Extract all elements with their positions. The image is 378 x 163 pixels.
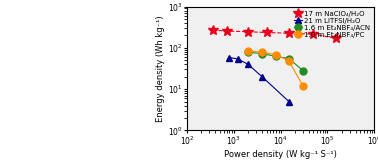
1.6 m Et₄NBF₄/ACN <box>287 58 291 59</box>
X-axis label: Power density (W kg⁻¹ S⁻¹): Power density (W kg⁻¹ S⁻¹) <box>224 150 337 159</box>
1.0 m Et₄NBF₄/PC <box>246 50 250 52</box>
21 m LiTFSI/H₂O <box>287 101 291 103</box>
17 m NaClO₄/H₂O <box>264 31 269 33</box>
1.6 m Et₄NBF₄/ACN <box>246 51 250 53</box>
Line: 1.6 m Et₄NBF₄/ACN: 1.6 m Et₄NBF₄/ACN <box>245 49 307 74</box>
21 m LiTFSI/H₂O <box>260 76 264 78</box>
17 m NaClO₄/H₂O <box>333 37 338 39</box>
17 m NaClO₄/H₂O <box>225 30 229 32</box>
Line: 17 m NaClO₄/H₂O: 17 m NaClO₄/H₂O <box>208 25 341 43</box>
17 m NaClO₄/H₂O <box>287 32 291 34</box>
Legend: 17 m NaClO₄/H₂O, 21 m LiTFSI/H₂O, 1.6 m Et₄NBF₄/ACN, 1.0 m Et₄NBF₄/PC: 17 m NaClO₄/H₂O, 21 m LiTFSI/H₂O, 1.6 m … <box>293 10 371 38</box>
17 m NaClO₄/H₂O <box>210 29 215 31</box>
Y-axis label: Energy density (Wh kg⁻¹): Energy density (Wh kg⁻¹) <box>156 15 165 122</box>
Line: 1.0 m Et₄NBF₄/PC: 1.0 m Et₄NBF₄/PC <box>245 47 307 89</box>
1.0 m Et₄NBF₄/PC <box>274 54 279 56</box>
21 m LiTFSI/H₂O <box>246 63 250 65</box>
1.0 m Et₄NBF₄/PC <box>287 60 291 62</box>
21 m LiTFSI/H₂O <box>227 57 232 59</box>
1.6 m Et₄NBF₄/ACN <box>301 70 305 72</box>
1.6 m Et₄NBF₄/ACN <box>260 53 264 55</box>
21 m LiTFSI/H₂O <box>235 58 240 60</box>
17 m NaClO₄/H₂O <box>246 31 250 33</box>
1.6 m Et₄NBF₄/ACN <box>274 55 279 57</box>
17 m NaClO₄/H₂O <box>311 33 316 35</box>
1.0 m Et₄NBF₄/PC <box>260 51 264 53</box>
1.0 m Et₄NBF₄/PC <box>301 85 305 87</box>
Line: 21 m LiTFSI/H₂O: 21 m LiTFSI/H₂O <box>226 54 292 105</box>
